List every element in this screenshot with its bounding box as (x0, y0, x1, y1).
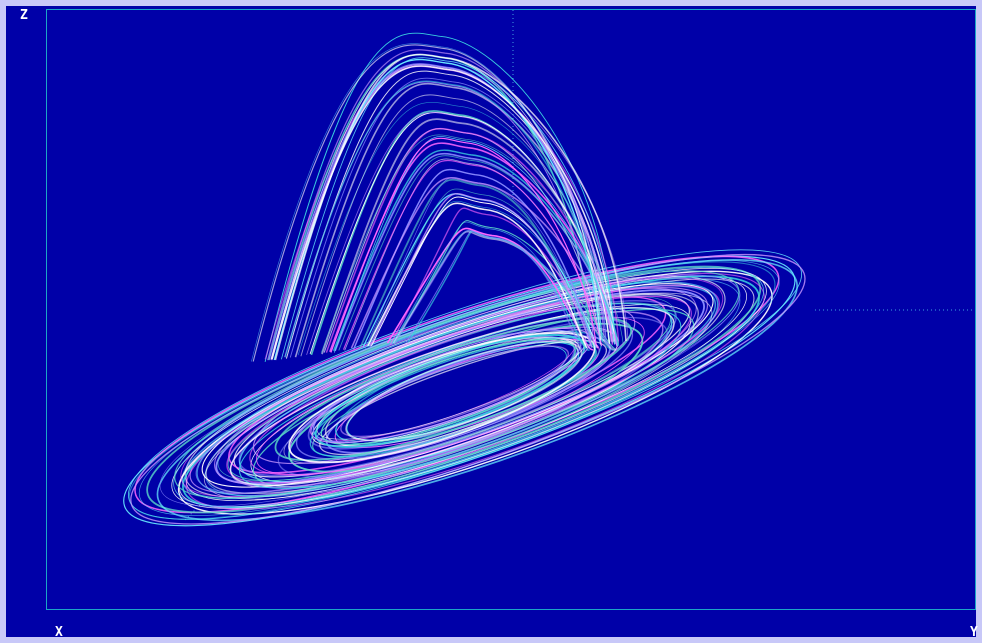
plot-area (46, 9, 976, 610)
orbit-arc (264, 32, 616, 363)
orbit-arc (300, 94, 610, 357)
orbit-arc (284, 80, 604, 358)
orbit-arc (369, 193, 593, 348)
x-axis-label: X (55, 625, 63, 640)
orbit-ring (319, 339, 608, 456)
orbit-arc (325, 127, 614, 353)
orbit-ring (196, 281, 719, 497)
orbit-arc (330, 137, 597, 353)
orbit-arc (367, 202, 588, 349)
orbit-arc (394, 229, 586, 351)
orbit-ring (316, 330, 587, 440)
attractor-orbits (123, 32, 806, 527)
orbit-arc (333, 136, 616, 353)
orbit-ring (249, 295, 692, 476)
orbit-arc (334, 152, 618, 352)
orbit-ring (146, 265, 762, 514)
orbit-arc (321, 134, 624, 353)
orbit-ring (252, 308, 695, 488)
orbit-ring (229, 306, 675, 487)
orbit-ring (320, 338, 576, 446)
orbit-ring (138, 260, 780, 516)
orbit-arc (391, 221, 591, 350)
orbit-ring (345, 340, 583, 442)
orbit-ring (171, 268, 767, 509)
orbit-arc (350, 177, 619, 349)
axis-guides (184, 10, 975, 521)
orbit-ring (205, 292, 699, 495)
orbit-arc (294, 82, 614, 358)
orbit-ring (226, 284, 720, 484)
orbit-ring (177, 270, 773, 515)
orbit-arc (271, 65, 616, 360)
orbit-arc (252, 44, 602, 362)
orbit-arc (280, 57, 616, 360)
orbit-ring (274, 317, 633, 462)
orbit-ring (174, 270, 740, 499)
orbit-ring (340, 345, 570, 438)
y-axis-label: Y (970, 625, 978, 640)
orbit-arc (332, 149, 619, 351)
orbit-ring (288, 332, 596, 463)
orbit-ring (173, 267, 764, 508)
orbit-arc (274, 53, 627, 361)
z-axis-label: Z (20, 8, 28, 23)
